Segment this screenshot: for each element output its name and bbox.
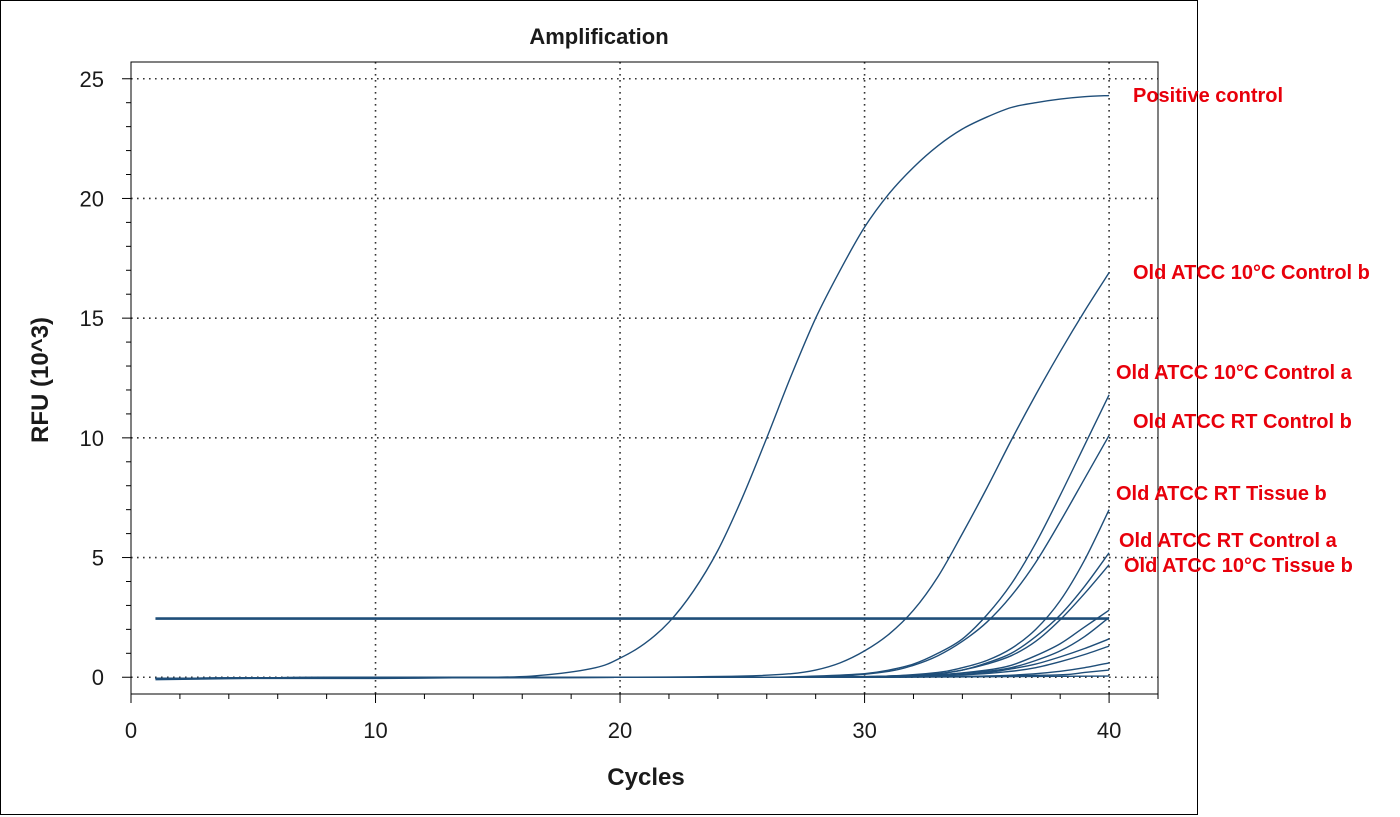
series-line-7 [155, 609, 1110, 680]
chart-title: Amplification [529, 24, 668, 49]
x-tick-label: 40 [1097, 718, 1121, 743]
y-tick-label: 25 [80, 67, 104, 92]
grid [131, 62, 1158, 694]
y-tick-label: 5 [92, 546, 104, 571]
series-layer [155, 94, 1110, 681]
annotation-old-atcc-10c-tissue-b: Old ATCC 10°C Tissue b [1124, 555, 1353, 577]
x-tick-label: 30 [852, 718, 876, 743]
series-line-0 [155, 94, 1110, 681]
plot-border [130, 61, 1159, 695]
x-tick-label: 10 [363, 718, 387, 743]
y-tick-label: 10 [80, 426, 104, 451]
annotation-old-atcc-10c-control-a: Old ATCC 10°C Control a [1116, 362, 1353, 384]
series-line-5 [155, 552, 1110, 680]
x-tick-label: 0 [125, 718, 137, 743]
x-tick-label: 20 [608, 718, 632, 743]
annotation-old-atcc-rt-control-b: Old ATCC RT Control b [1133, 411, 1352, 433]
annotation-positive-control: Positive control [1133, 85, 1283, 107]
x-axis-label: Cycles [607, 764, 684, 791]
annotations: Positive control Old ATCC 10°C Control b… [1116, 85, 1370, 577]
axis-ticks: 0 10 20 30 40 0 5 10 15 20 25 [80, 67, 1159, 743]
y-tick-label: 15 [80, 306, 104, 331]
y-axis-label: RFU (10^3) [27, 317, 54, 443]
y-tick-label: 20 [80, 186, 104, 211]
series-line-4 [155, 509, 1110, 680]
series-line-6 [155, 564, 1110, 680]
annotation-old-atcc-10c-control-b: Old ATCC 10°C Control b [1133, 262, 1370, 284]
annotation-old-atcc-rt-control-a: Old ATCC RT Control a [1119, 530, 1338, 552]
series-line-13 [155, 675, 1110, 680]
annotation-old-atcc-rt-tissue-b: Old ATCC RT Tissue b [1116, 483, 1327, 505]
y-tick-label: 0 [92, 665, 104, 690]
